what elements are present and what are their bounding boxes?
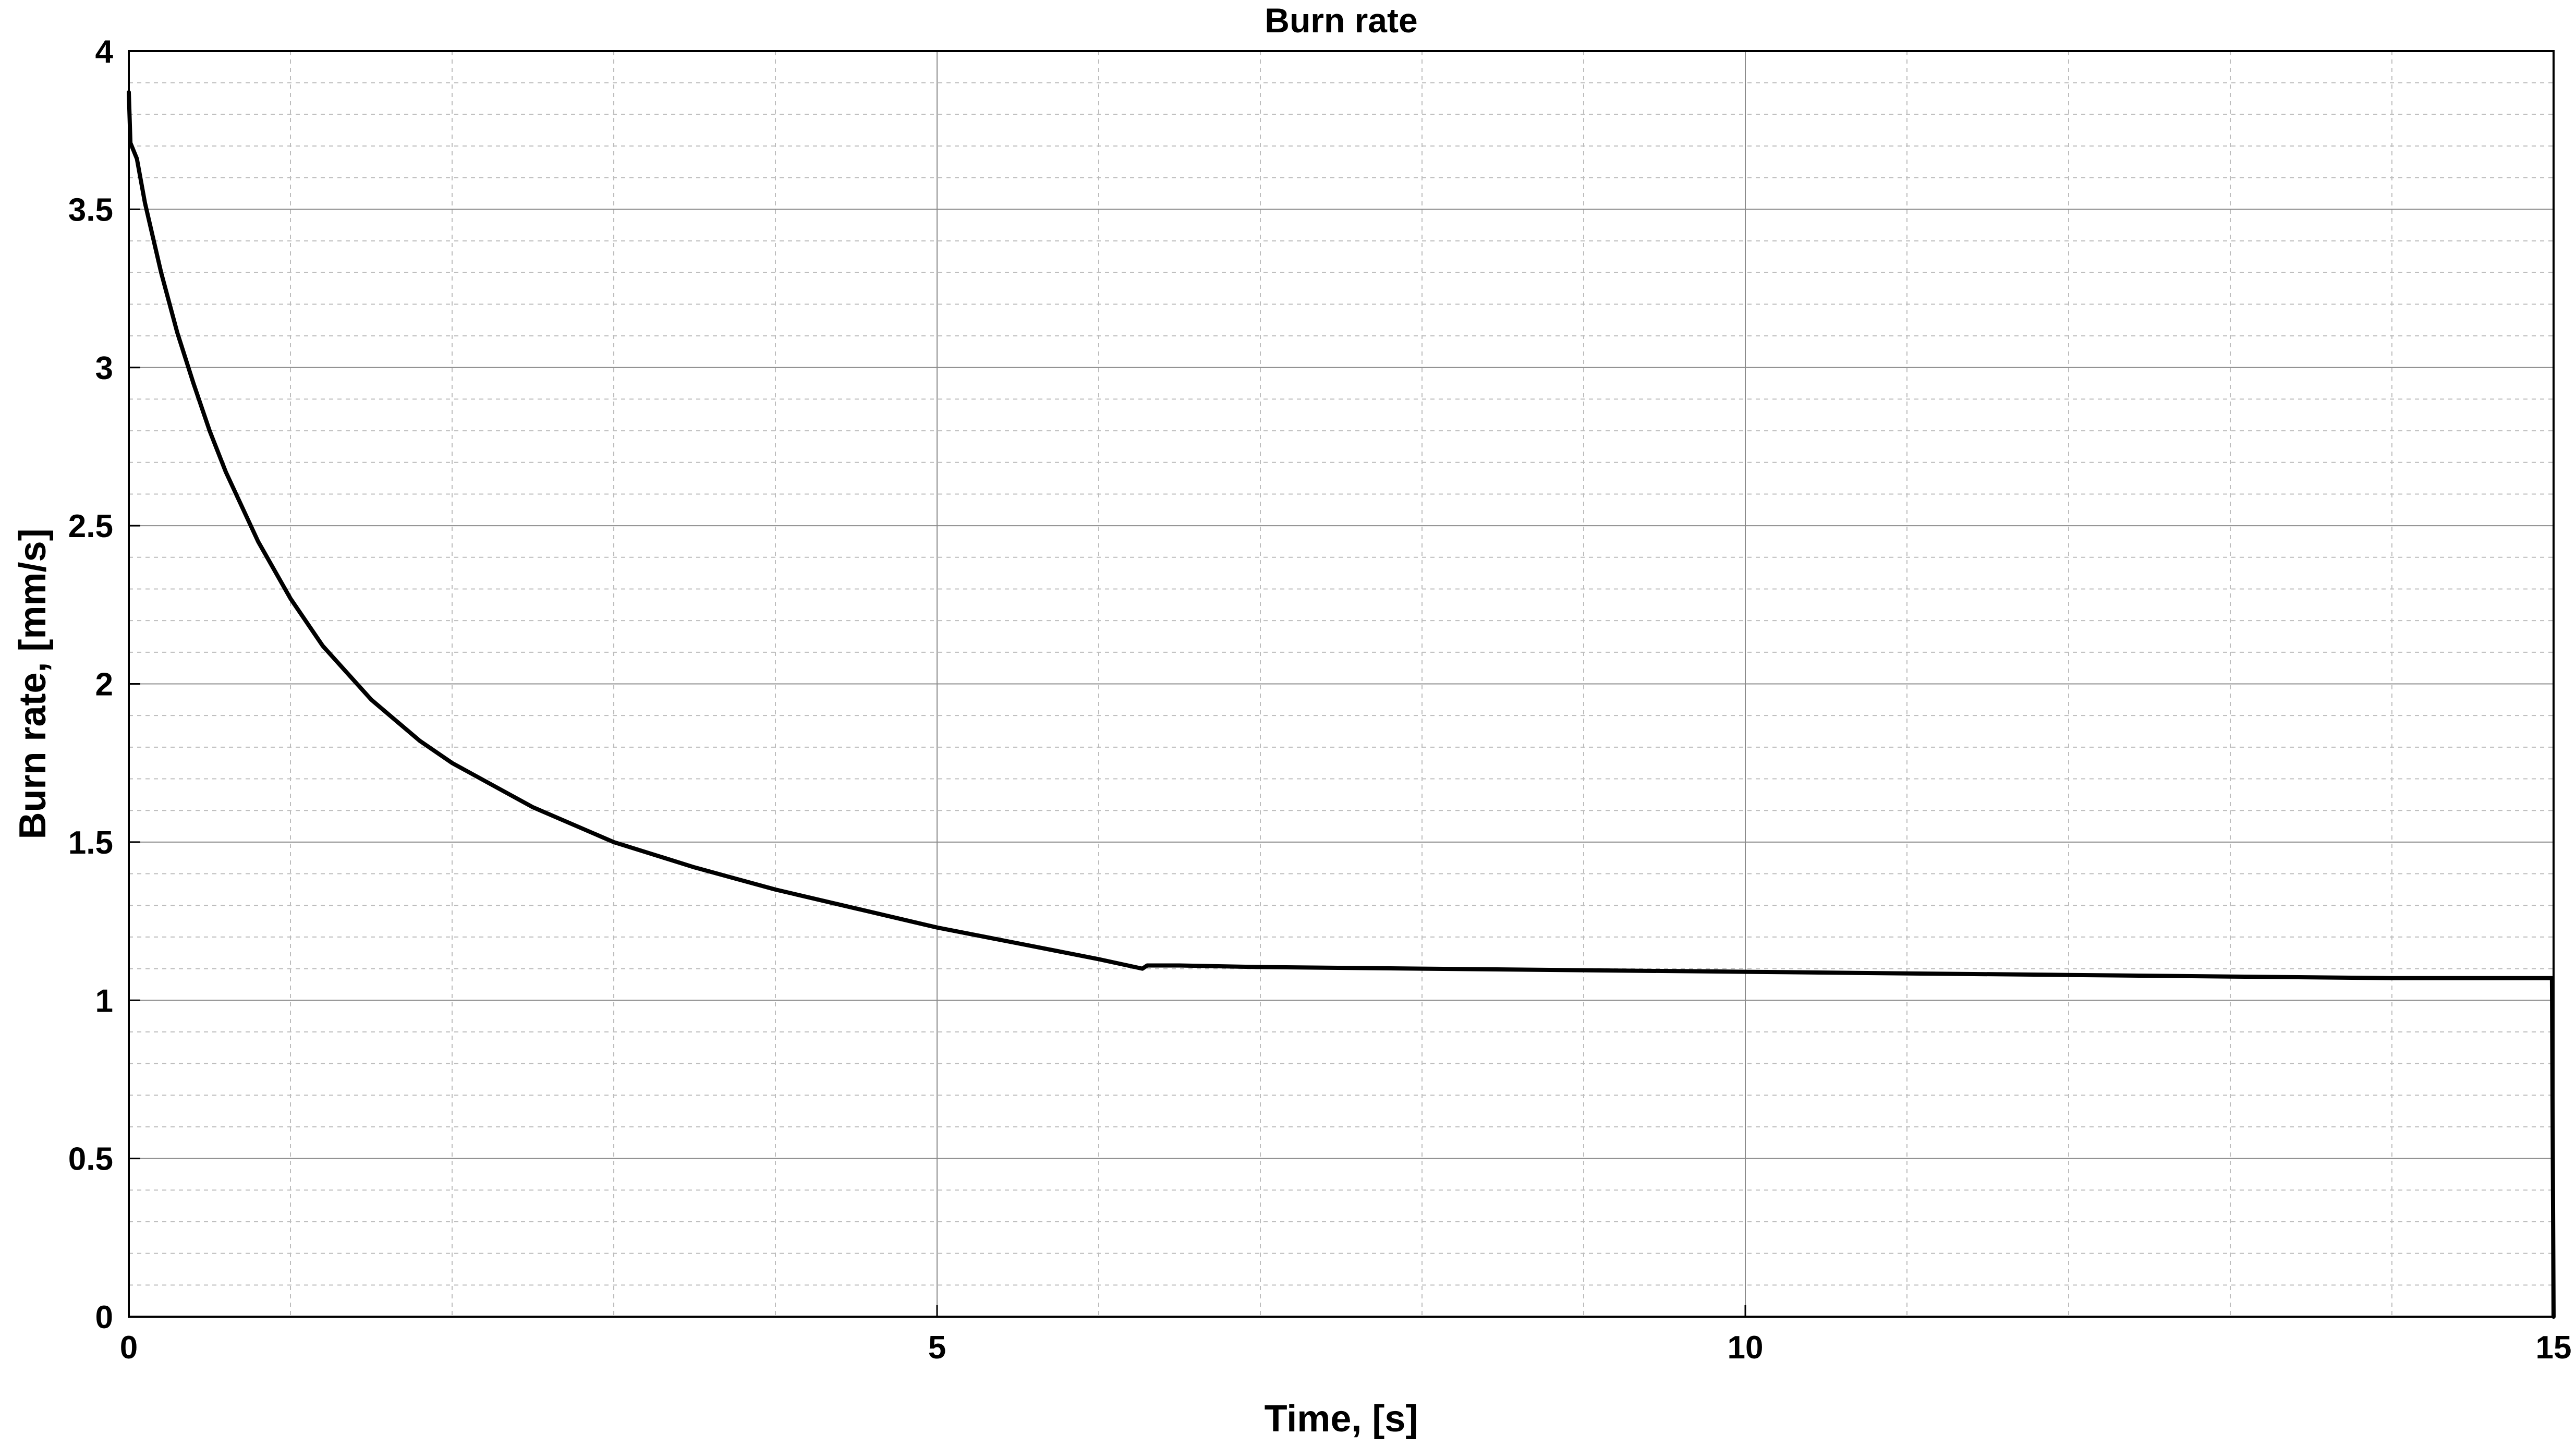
x-tick-label: 15 — [2536, 1330, 2572, 1366]
y-tick-label: 1 — [95, 983, 113, 1019]
series-layer — [127, 90, 2556, 1319]
series-line — [127, 90, 2556, 1319]
x-tick-label: 5 — [928, 1330, 946, 1366]
y-tick-label: 3 — [95, 350, 113, 386]
x-tick-label: 10 — [1728, 1330, 1764, 1366]
y-tick-label: 0.5 — [68, 1141, 113, 1177]
y-axis-label: Burn rate, [mm/s] — [12, 528, 54, 839]
y-tick-label: 2.5 — [68, 508, 113, 544]
y-tick-label: 3.5 — [68, 192, 113, 228]
y-tick-label: 2 — [95, 667, 113, 703]
chart-title: Burn rate — [1265, 1, 1417, 40]
y-tick-label: 1.5 — [68, 825, 113, 861]
major-grid — [129, 51, 2554, 1317]
y-tick-label: 0 — [95, 1299, 113, 1335]
y-tick-label: 4 — [95, 34, 114, 70]
ticks-layer: 0 5 10 15 0 0.5 1 1.5 2 2.5 3 3.5 4 — [68, 34, 2572, 1366]
minor-grid — [129, 51, 2554, 1317]
x-axis-label: Time, [s] — [1265, 1398, 1418, 1440]
x-tick-label: 0 — [120, 1330, 138, 1366]
